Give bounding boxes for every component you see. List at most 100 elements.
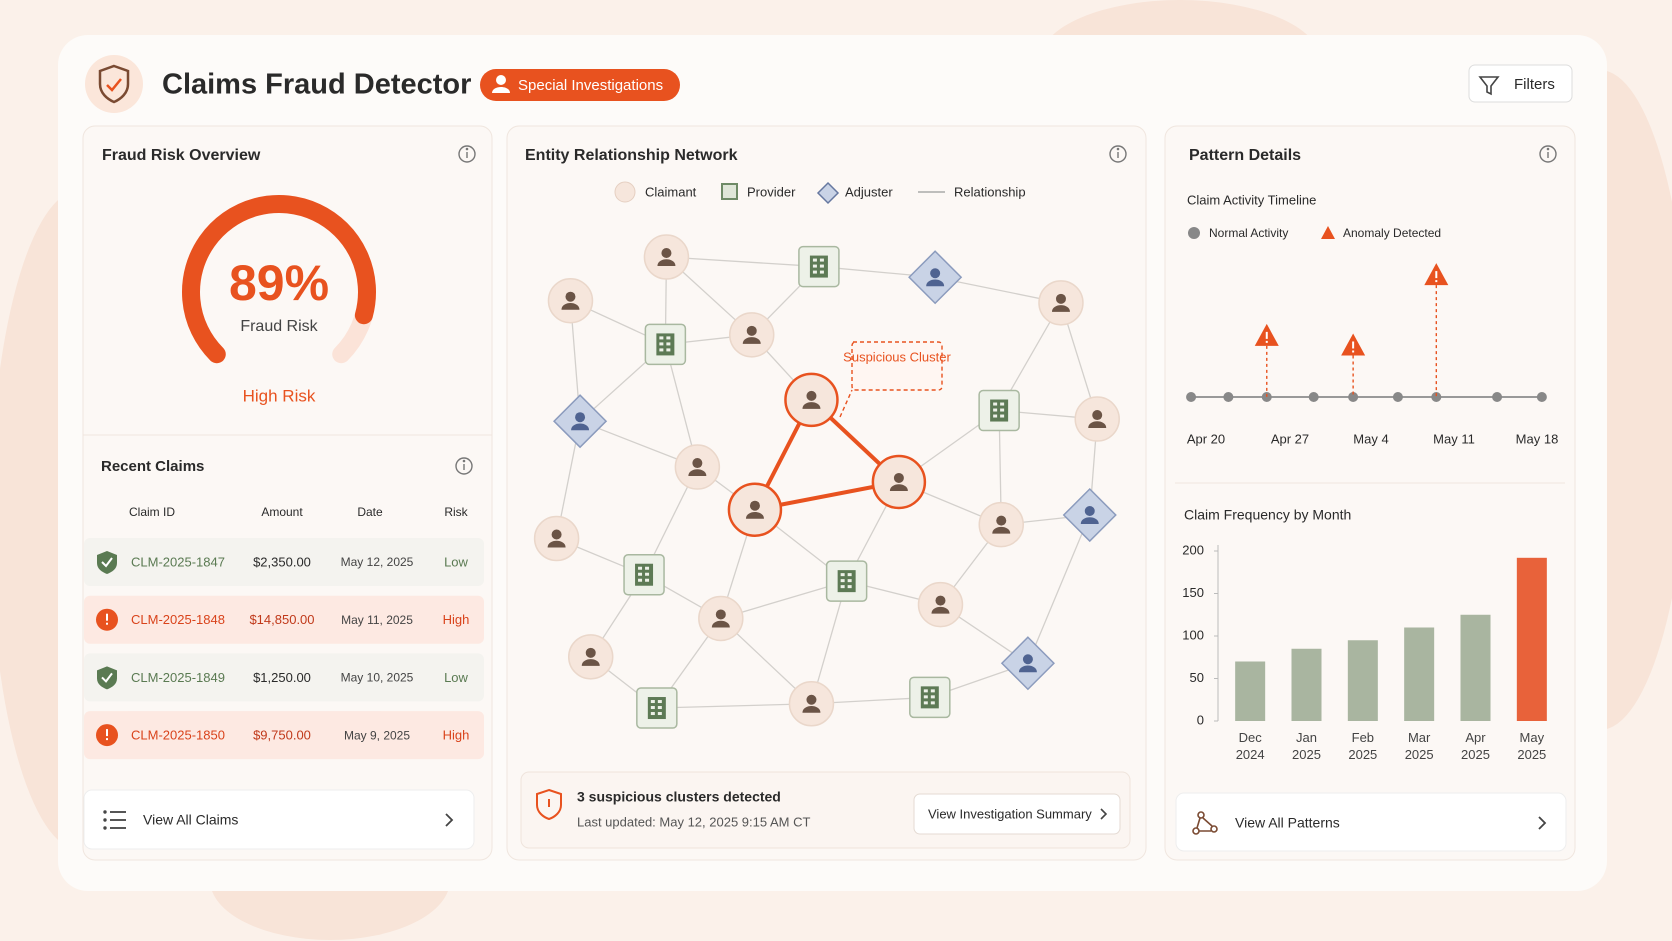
gauge-value — [182, 195, 376, 364]
claim-amount: $9,750.00 — [253, 728, 311, 743]
anomaly-mark — [1265, 340, 1268, 343]
x-tick-label: Dec 2024 — [1235, 730, 1265, 762]
person-icon — [1022, 654, 1033, 665]
info-icons — [455, 145, 1557, 475]
risk-icon — [106, 613, 108, 621]
person-icon — [935, 595, 946, 606]
view-patterns-text[interactable]: View All Patterns — [1235, 815, 1340, 831]
badge — [480, 69, 680, 101]
timeline-label: Apr 27 — [1271, 431, 1309, 446]
cluster-label: Suspicious Cluster — [843, 349, 951, 364]
y-tick-label: 50 — [1190, 670, 1204, 685]
person-icon — [711, 620, 730, 628]
person-icon — [581, 659, 600, 666]
timeline — [1186, 263, 1547, 402]
edge — [656, 703, 812, 709]
person-icon — [575, 412, 586, 423]
building-icon — [809, 255, 828, 278]
title: Claims Fraud Detector — [162, 69, 471, 101]
risk-label: Fraud Risk — [240, 318, 318, 335]
building-window — [650, 706, 655, 710]
building-window — [659, 342, 664, 346]
claim-amount: $1,250.00 — [253, 670, 311, 685]
column-header: Claim ID — [129, 505, 175, 519]
section-title: Recent Claims — [101, 458, 204, 475]
person-icon — [561, 302, 580, 310]
claim-date: May 11, 2025 — [341, 613, 413, 627]
legend-text: Relationship — [954, 184, 1026, 199]
building-window — [657, 700, 662, 704]
filters-button[interactable] — [1468, 64, 1573, 103]
building-icon — [990, 399, 1009, 422]
bar — [1347, 640, 1378, 721]
building-window — [645, 572, 650, 576]
claim-date: May 12, 2025 — [341, 555, 414, 569]
building-window — [819, 264, 824, 268]
risk-level: High Risk — [243, 386, 316, 405]
anomaly-mark — [1265, 331, 1268, 339]
summary-button[interactable] — [913, 793, 1121, 835]
person-icon — [1088, 421, 1107, 429]
filters-text[interactable]: Filters — [1514, 76, 1555, 93]
logo — [85, 55, 143, 113]
timeline-node — [1223, 392, 1234, 402]
anomaly-mark — [1435, 271, 1438, 279]
building-window — [847, 579, 852, 583]
risk-icon — [97, 666, 117, 690]
building-icon — [635, 563, 654, 586]
building-window — [666, 336, 671, 340]
risk-icon — [101, 672, 113, 683]
person-icon — [926, 279, 945, 287]
claim-risk: Low — [444, 554, 468, 569]
claim-row — [84, 538, 484, 586]
claim-row — [84, 711, 484, 760]
edge — [1027, 514, 1091, 664]
legend-claimant — [614, 181, 636, 203]
building-window — [819, 258, 824, 262]
timeline-node — [1308, 392, 1319, 402]
claim-amount: $2,350.00 — [253, 554, 311, 569]
anomaly-mark — [1352, 341, 1355, 349]
building-window — [812, 264, 817, 268]
view-patterns-button[interactable] — [1175, 792, 1567, 852]
summary-button-text[interactable]: View Investigation Summary — [928, 806, 1092, 821]
person-icon — [1055, 293, 1066, 304]
timeline-node — [1348, 392, 1359, 402]
column-header: Risk — [444, 505, 468, 519]
building-window — [657, 706, 662, 710]
view-claims-button[interactable] — [83, 789, 475, 850]
person-icon — [1080, 517, 1099, 525]
building-window — [645, 566, 650, 570]
person-icon — [992, 526, 1011, 534]
person-icon — [565, 291, 576, 302]
logo-shield — [98, 64, 130, 104]
building-window — [1000, 414, 1005, 418]
timeline-node — [1431, 392, 1442, 402]
building-icon — [647, 697, 666, 720]
building-window — [930, 695, 935, 699]
badge-icon — [492, 87, 510, 93]
claim-id: CLM-2025-1847 — [131, 554, 225, 569]
person-icon — [889, 484, 908, 491]
timeline-node — [1536, 392, 1547, 402]
building-icon — [920, 686, 939, 709]
timeline-label: May 4 — [1353, 431, 1388, 446]
legend-text: Claimant — [645, 184, 697, 199]
timeline-label: May 11 — [1433, 431, 1475, 446]
person-icon — [745, 511, 764, 519]
person-icon — [802, 706, 821, 713]
person-icon — [1051, 305, 1070, 312]
person-icon — [1092, 410, 1103, 421]
person-icon — [931, 606, 950, 614]
building-window — [819, 270, 824, 274]
building-window — [930, 701, 935, 705]
legend-text: Adjuster — [845, 184, 893, 199]
person-icon — [742, 337, 761, 344]
legend-normal — [1188, 227, 1200, 239]
person-icon — [893, 472, 904, 483]
view-claims-text[interactable]: View All Claims — [143, 812, 238, 828]
claims-header: Claim ID Amount Date Risk — [129, 505, 469, 519]
bar — [1404, 627, 1435, 721]
claim-id: CLM-2025-1849 — [131, 670, 225, 685]
